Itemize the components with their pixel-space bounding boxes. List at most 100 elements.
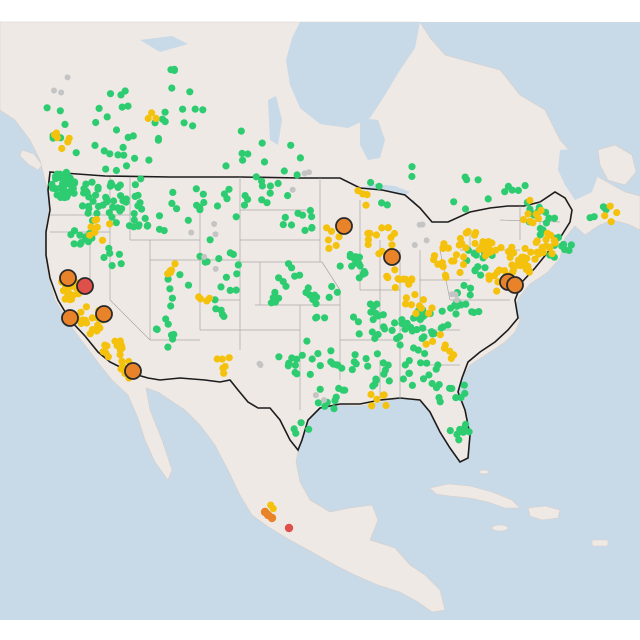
sensor-marker-moderate[interactable] <box>101 341 109 349</box>
sensor-marker-good[interactable] <box>308 213 316 221</box>
sensor-marker-moderate[interactable] <box>64 138 72 146</box>
sensor-marker-good[interactable] <box>408 163 416 171</box>
sensor-marker-moderate[interactable] <box>91 228 99 237</box>
sensor-marker-good[interactable] <box>401 325 409 333</box>
sensor-marker-moderate[interactable] <box>378 224 386 232</box>
sensor-marker-good[interactable] <box>452 394 460 402</box>
sensor-marker-good[interactable] <box>108 213 116 221</box>
sensor-marker-moderate[interactable] <box>429 337 437 345</box>
sensor-marker-moderate[interactable] <box>446 347 454 355</box>
major-sensor-marker-unhealthy-sensitive[interactable] <box>383 248 401 266</box>
sensor-marker-moderate[interactable] <box>394 275 402 283</box>
sensor-marker-moderate[interactable] <box>171 260 179 268</box>
sensor-marker-good[interactable] <box>263 199 271 207</box>
sensor-marker-good[interactable] <box>288 354 296 362</box>
sensor-marker-good[interactable] <box>504 182 512 190</box>
sensor-marker-good[interactable] <box>184 281 193 289</box>
sensor-marker-good[interactable] <box>43 104 51 112</box>
sensor-marker-good[interactable] <box>383 201 391 209</box>
sensor-marker-moderate[interactable] <box>225 354 233 362</box>
sensor-marker-good[interactable] <box>356 262 364 270</box>
sensor-marker-good[interactable] <box>164 343 172 351</box>
sensor-marker-good[interactable] <box>305 425 313 433</box>
sensor-marker-good[interactable] <box>67 231 75 239</box>
sensor-marker-moderate[interactable] <box>515 259 523 267</box>
sensor-marker-good[interactable] <box>333 288 341 296</box>
sensor-marker-good[interactable] <box>416 315 424 323</box>
sensor-marker-good[interactable] <box>378 199 386 207</box>
major-sensor-marker-unhealthy-sensitive[interactable] <box>59 269 77 287</box>
major-sensor-marker-unhealthy-sensitive[interactable] <box>335 217 353 235</box>
sensor-marker-good[interactable] <box>131 181 139 189</box>
sensor-marker-good[interactable] <box>284 192 292 200</box>
sensor-marker-good[interactable] <box>189 122 197 130</box>
sensor-marker-good[interactable] <box>432 365 440 373</box>
sensor-marker-moderate[interactable] <box>87 223 95 231</box>
sensor-marker-good[interactable] <box>379 359 387 367</box>
sensor-marker-good[interactable] <box>396 341 404 349</box>
sensor-marker-moderate[interactable] <box>368 402 376 410</box>
sensor-marker-good[interactable] <box>463 176 471 184</box>
sensor-marker-moderate[interactable] <box>218 355 226 363</box>
sensor-marker-moderate[interactable] <box>462 229 470 237</box>
sensor-marker-good[interactable] <box>391 319 399 327</box>
sensor-marker-good[interactable] <box>199 106 207 114</box>
sensor-marker-moderate[interactable] <box>534 214 543 223</box>
sensor-marker-good[interactable] <box>348 366 356 374</box>
sensor-marker-good[interactable] <box>466 291 474 299</box>
sensor-marker-good[interactable] <box>100 147 108 155</box>
sensor-marker-moderate[interactable] <box>495 266 503 274</box>
sensor-marker-moderate[interactable] <box>79 316 87 324</box>
sensor-marker-good[interactable] <box>274 179 282 187</box>
sensor-marker-no-data[interactable] <box>257 362 264 368</box>
sensor-marker-good[interactable] <box>112 219 120 227</box>
sensor-marker-good[interactable] <box>361 269 369 277</box>
sensor-marker-good[interactable] <box>106 90 115 98</box>
sensor-marker-good[interactable] <box>95 104 103 112</box>
sensor-marker-moderate[interactable] <box>196 295 205 303</box>
sensor-marker-good[interactable] <box>371 334 379 343</box>
sensor-marker-moderate[interactable] <box>387 233 395 241</box>
sensor-marker-good[interactable] <box>282 282 290 290</box>
sensor-marker-good[interactable] <box>56 171 64 179</box>
sensor-marker-good[interactable] <box>258 196 266 204</box>
sensor-marker-good[interactable] <box>314 399 322 407</box>
sensor-marker-good[interactable] <box>333 361 341 369</box>
sensor-marker-good[interactable] <box>450 198 458 206</box>
sensor-marker-good[interactable] <box>155 212 164 220</box>
sensor-marker-good[interactable] <box>414 346 422 354</box>
sensor-marker-moderate[interactable] <box>402 294 410 302</box>
sensor-marker-no-data[interactable] <box>416 221 423 228</box>
sensor-marker-good[interactable] <box>137 175 145 183</box>
sensor-marker-good[interactable] <box>481 264 489 272</box>
sensor-marker-good[interactable] <box>199 190 207 198</box>
sensor-marker-moderate[interactable] <box>527 248 535 256</box>
sensor-marker-good[interactable] <box>308 355 316 363</box>
sensor-marker-good[interactable] <box>117 260 125 268</box>
sensor-marker-good[interactable] <box>168 294 176 302</box>
sensor-marker-good[interactable] <box>138 205 146 213</box>
sensor-marker-good[interactable] <box>280 167 288 175</box>
sensor-marker-good[interactable] <box>355 330 363 338</box>
sensor-marker-good[interactable] <box>432 384 441 392</box>
sensor-marker-no-data[interactable] <box>211 221 218 227</box>
sensor-marker-moderate[interactable] <box>362 201 370 209</box>
sensor-marker-good[interactable] <box>169 188 177 196</box>
sensor-marker-good[interactable] <box>306 370 314 378</box>
sensor-marker-good[interactable] <box>220 312 228 320</box>
sensor-marker-good[interactable] <box>152 325 160 333</box>
sensor-marker-good[interactable] <box>124 102 132 110</box>
sensor-marker-moderate[interactable] <box>332 241 340 250</box>
sensor-marker-good[interactable] <box>76 240 84 248</box>
sensor-marker-moderate[interactable] <box>452 251 460 259</box>
sensor-marker-good[interactable] <box>287 141 295 149</box>
sensor-marker-good[interactable] <box>477 271 485 279</box>
sensor-marker-good[interactable] <box>118 103 126 111</box>
sensor-marker-good[interactable] <box>120 151 128 159</box>
sensor-marker-good[interactable] <box>212 305 220 313</box>
sensor-marker-moderate[interactable] <box>529 219 537 227</box>
sensor-marker-moderate[interactable] <box>384 224 392 232</box>
sensor-marker-good[interactable] <box>223 195 231 203</box>
sensor-marker-good[interactable] <box>88 178 96 186</box>
